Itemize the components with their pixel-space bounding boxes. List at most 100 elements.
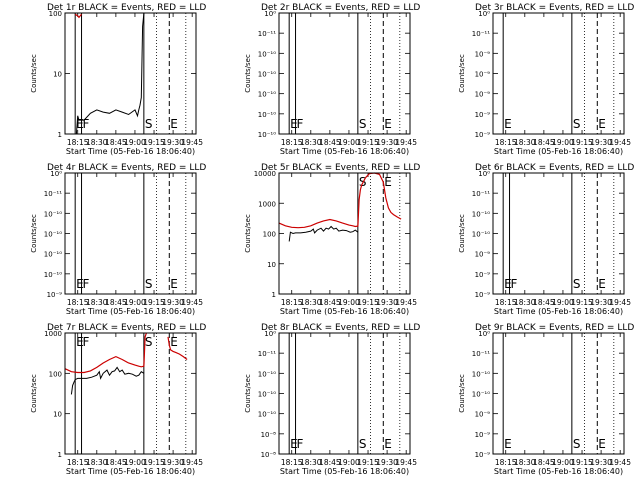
x-tick-label: 18:15 bbox=[281, 298, 303, 307]
series-line-0 bbox=[70, 366, 145, 395]
panel-title: Det 3r BLACK = Events, RED = LLD bbox=[475, 3, 634, 13]
x-tick-label: 19:30 bbox=[590, 298, 612, 307]
y-tick-label: 10⁻¹⁰ bbox=[258, 50, 276, 58]
x-tick-label: 19:30 bbox=[162, 458, 184, 467]
panel-det8r: Det 8r BLACK = Events, RED = LLD Counts/s… bbox=[244, 323, 420, 476]
y-tick-label: 10⁻¹⁰ bbox=[258, 71, 276, 79]
marker-label: S bbox=[359, 117, 367, 131]
x-tick-label: 19:15 bbox=[143, 298, 165, 307]
panel-title: Det 6r BLACK = Events, RED = LLD bbox=[475, 163, 634, 173]
y-tick-label: 10⁻¹⁰ bbox=[258, 91, 276, 99]
y-axis-label: Counts/sec bbox=[458, 54, 466, 93]
y-tick-label: 10⁻⁹ bbox=[475, 71, 491, 79]
x-tick-label: 18:15 bbox=[281, 138, 303, 147]
x-tick-label: 18:15 bbox=[67, 138, 89, 147]
x-tick-label: 19:30 bbox=[376, 138, 398, 147]
y-tick-label: 1000 bbox=[44, 330, 62, 338]
plot-frame bbox=[278, 12, 411, 135]
plot-frame bbox=[278, 332, 411, 455]
x-tick-label: 18:45 bbox=[319, 138, 341, 147]
x-tick-label: 18:15 bbox=[67, 458, 89, 467]
marker-label: F bbox=[297, 117, 304, 131]
y-tick-label: 10⁰ bbox=[264, 330, 276, 338]
panel-det3r: Det 3r BLACK = Events, RED = LLD Counts/s… bbox=[458, 3, 634, 156]
panel-title: Det 1r BLACK = Events, RED = LLD bbox=[47, 3, 206, 13]
x-tick-label: 18:15 bbox=[67, 298, 89, 307]
y-tick-label: 1000 bbox=[258, 200, 276, 208]
x-axis-label: Start Time (05-Feb-16 18:06:40) bbox=[494, 147, 623, 156]
panel-title: Det 7r BLACK = Events, RED = LLD bbox=[47, 323, 206, 333]
panel-det4r: Det 4r BLACK = Events, RED = LLD Counts/s… bbox=[30, 163, 206, 316]
y-tick-label: 1 bbox=[272, 291, 276, 299]
x-tick-label: 19:30 bbox=[162, 298, 184, 307]
y-tick-label: 10⁻⁹ bbox=[475, 131, 491, 139]
y-tick-label: 10⁻⁹ bbox=[475, 50, 491, 58]
y-tick-label: 10⁰ bbox=[478, 330, 490, 338]
y-axis-label: Counts/sec bbox=[30, 54, 38, 93]
marker-label: S bbox=[145, 335, 153, 349]
x-tick-label: 19:00 bbox=[338, 298, 360, 307]
x-tick-label: 19:30 bbox=[590, 138, 612, 147]
marker-label: S bbox=[359, 437, 367, 451]
marker-label: E bbox=[290, 437, 298, 451]
marker-label: E bbox=[76, 117, 84, 131]
plot-frame bbox=[492, 12, 625, 135]
marker-label: E bbox=[170, 277, 178, 291]
y-tick-label: 10⁻¹⁰ bbox=[258, 411, 276, 419]
y-tick-label: 10⁻¹¹ bbox=[258, 30, 276, 38]
x-tick-label: 19:15 bbox=[571, 138, 593, 147]
marker-label: E bbox=[504, 437, 512, 451]
x-tick-label: 18:30 bbox=[86, 458, 108, 467]
series-line-1 bbox=[64, 332, 147, 374]
y-tick-label: 100 bbox=[49, 370, 62, 378]
x-tick-label: 19:15 bbox=[357, 458, 379, 467]
marker-label: E bbox=[598, 437, 606, 451]
x-tick-label: 19:15 bbox=[571, 298, 593, 307]
y-tick-label: 10⁻¹¹ bbox=[44, 190, 62, 198]
plot-frame bbox=[492, 172, 625, 295]
x-tick-label: 18:30 bbox=[514, 458, 536, 467]
y-tick-label: 100 bbox=[49, 10, 62, 18]
panel-title: Det 2r BLACK = Events, RED = LLD bbox=[261, 3, 420, 13]
x-tick-label: 19:00 bbox=[124, 298, 146, 307]
marker-label: E bbox=[598, 277, 606, 291]
marker-label: F bbox=[297, 437, 304, 451]
x-tick-label: 18:15 bbox=[495, 458, 517, 467]
panel-det7r: Det 7r BLACK = Events, RED = LLD Counts/s… bbox=[30, 323, 206, 476]
x-tick-label: 19:00 bbox=[552, 298, 574, 307]
x-tick-label: 18:45 bbox=[533, 138, 555, 147]
marker-label: S bbox=[145, 277, 153, 291]
plot-frame bbox=[64, 332, 197, 455]
y-axis-label: Counts/sec bbox=[458, 374, 466, 413]
y-tick-label: 10⁻⁹ bbox=[475, 91, 491, 99]
x-tick-label: 18:15 bbox=[281, 458, 303, 467]
y-tick-label: 10⁻¹¹ bbox=[472, 30, 490, 38]
marker-label: E bbox=[504, 277, 512, 291]
marker-label: E bbox=[384, 175, 392, 189]
marker-label: E bbox=[290, 117, 298, 131]
x-axis-label: Start Time (05-Feb-16 18:06:40) bbox=[66, 307, 195, 316]
marker-label: E bbox=[170, 117, 178, 131]
y-tick-label: 10⁻⁹ bbox=[475, 111, 491, 119]
x-tick-label: 18:45 bbox=[105, 298, 127, 307]
y-tick-label: 10⁻¹⁰ bbox=[472, 210, 490, 218]
x-tick-label: 18:30 bbox=[514, 138, 536, 147]
marker-label: E bbox=[504, 117, 512, 131]
x-tick-label: 18:30 bbox=[300, 138, 322, 147]
marker-label: S bbox=[145, 117, 153, 131]
marker-label: F bbox=[83, 335, 90, 349]
y-tick-label: 10⁻⁸ bbox=[261, 431, 277, 439]
panel-det9r: Det 9r BLACK = Events, RED = LLD Counts/s… bbox=[458, 323, 634, 476]
x-tick-label: 19:15 bbox=[357, 298, 379, 307]
y-axis-label: Counts/sec bbox=[244, 214, 252, 253]
y-axis-label: Counts/sec bbox=[30, 214, 38, 253]
x-axis-label: Start Time (05-Feb-16 18:06:40) bbox=[494, 307, 623, 316]
marker-label: E bbox=[384, 437, 392, 451]
x-tick-label: 18:45 bbox=[105, 138, 127, 147]
y-axis-label: Counts/sec bbox=[244, 54, 252, 93]
x-tick-label: 19:45 bbox=[609, 298, 631, 307]
y-tick-label: 10⁻¹¹ bbox=[472, 190, 490, 198]
y-axis-label: Counts/sec bbox=[30, 374, 38, 413]
y-tick-label: 10⁻⁹ bbox=[475, 451, 491, 459]
plot-frame bbox=[64, 12, 197, 135]
